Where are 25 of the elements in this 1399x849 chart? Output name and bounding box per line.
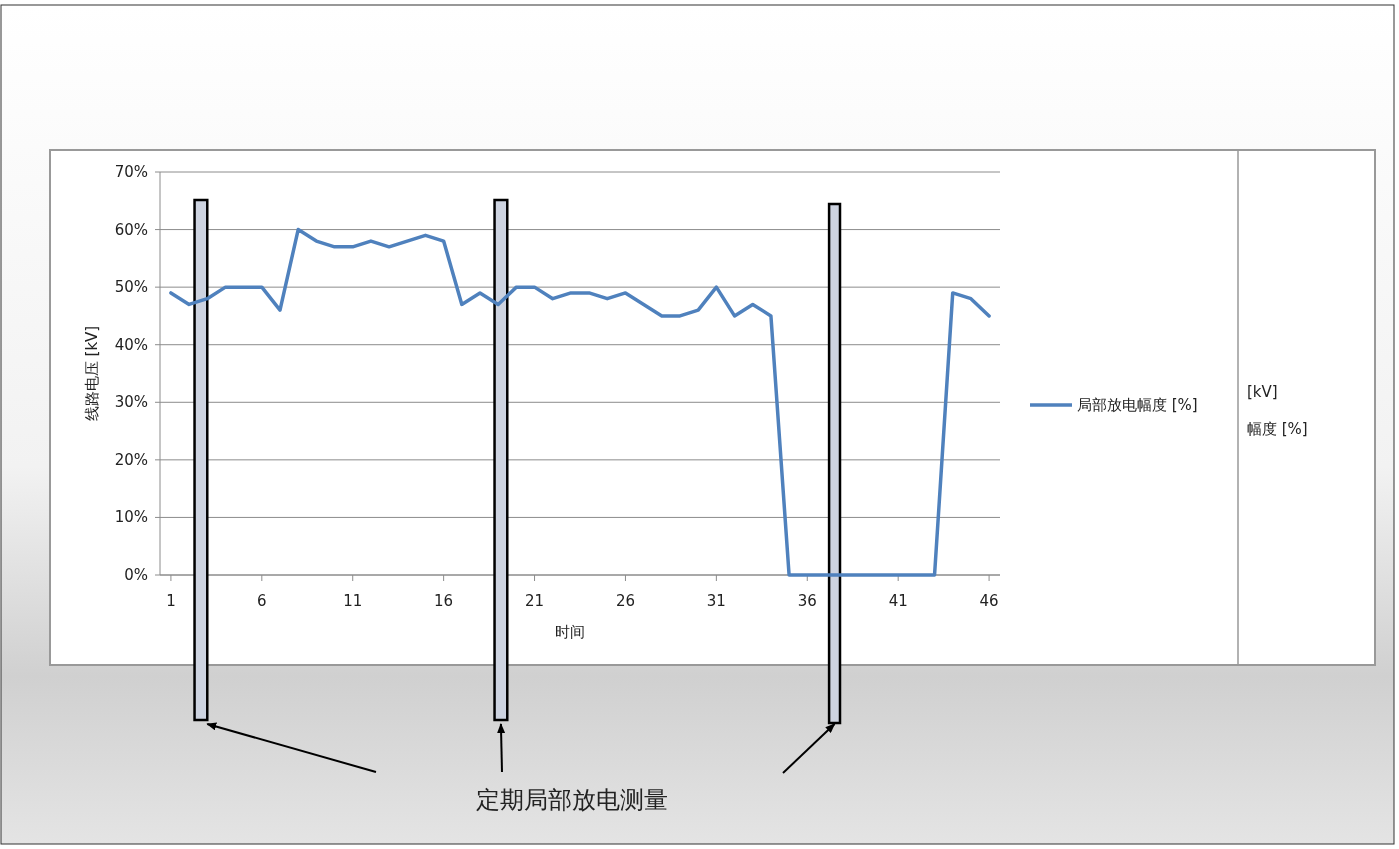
- text: [kV]: [1247, 383, 1278, 401]
- y-tick-label: 50%: [114, 278, 148, 297]
- x-tick-label: 31: [706, 592, 726, 610]
- x-tick-label: 1: [166, 592, 176, 610]
- x-tick-label: 36: [797, 592, 817, 610]
- x-tick-label: 21: [525, 592, 545, 610]
- x-axis-title: 时间: [555, 623, 585, 641]
- x-tick-label: 41: [888, 592, 908, 610]
- y-tick-label: 30%: [114, 393, 148, 412]
- text: 定期局部放电测量: [476, 786, 668, 814]
- y-tick-label: 20%: [114, 450, 148, 469]
- legend-label: 局部放电幅度 [%]: [1077, 396, 1198, 414]
- y-tick-label: 0%: [124, 566, 148, 584]
- y-tick-label: 10%: [114, 508, 148, 527]
- y-axis-title: 线路电压 [kV]: [83, 325, 101, 422]
- x-tick-label: 46: [979, 592, 999, 610]
- text: 幅度 [%]: [1247, 420, 1308, 438]
- x-tick-label: 11: [343, 592, 363, 610]
- x-tick-label: 26: [615, 592, 635, 610]
- y-tick-label: 40%: [114, 335, 148, 354]
- y-tick-label: 60%: [114, 220, 148, 239]
- y-tick-label: 70%: [114, 163, 148, 181]
- x-tick-label: 6: [257, 592, 267, 610]
- x-tick-label: 16: [434, 592, 454, 610]
- line-series: [169, 227, 991, 577]
